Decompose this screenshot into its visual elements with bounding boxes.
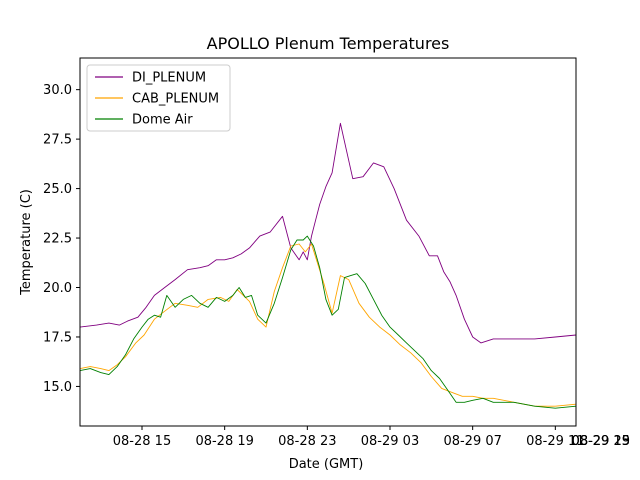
series-line-dome-air [80,235,576,409]
legend-label: DI_PLENUM [132,71,206,86]
series-line-cab-plenum [80,243,576,407]
x-tick-label: 08-29 23 [572,434,630,449]
x-tick-label: 08-29 19 [572,434,630,449]
x-tick-label: 08-28 15 [113,434,171,449]
x-tick-label: 08-28 19 [195,434,253,449]
x-axis-label: Date (GMT) [289,457,364,472]
y-tick-label: 30.0 [43,83,72,98]
y-tick-label: 20.0 [43,281,72,296]
y-tick-label: 17.5 [43,330,72,345]
legend: DI_PLENUM CAB_PLENUM Dome Air [86,64,231,132]
series-layer [80,122,576,409]
legend-label: CAB_PLENUM [132,92,219,107]
y-tick-label: 22.5 [43,232,72,247]
series-line-di-plenum [80,122,576,344]
x-tick-label: 08-29 03 [361,434,419,449]
x-tick-label: 08-28 23 [278,434,336,449]
y-tick-label: 25.0 [43,182,72,197]
y-axis-label: Temperature (C) [19,189,34,296]
y-tick-label: 27.5 [43,133,72,148]
chart-title: APOLLO Plenum Temperatures [207,34,450,53]
x-tick-label: 08-29 11 [526,434,584,449]
y-axis: 15.0 17.5 20.0 22.5 25.0 27.5 30.0 [43,83,80,395]
legend-box [86,64,231,132]
x-tick-label: 08-29 07 [443,434,501,449]
x-axis: 08-28 15 08-28 19 08-28 23 08-29 03 08-29 07… [113,426,630,449]
legend-label: Dome Air [132,113,193,128]
x-tick-label: 08-29 15 [572,434,630,449]
y-tick-label: 15.0 [43,380,72,395]
plot-frame [79,57,577,427]
